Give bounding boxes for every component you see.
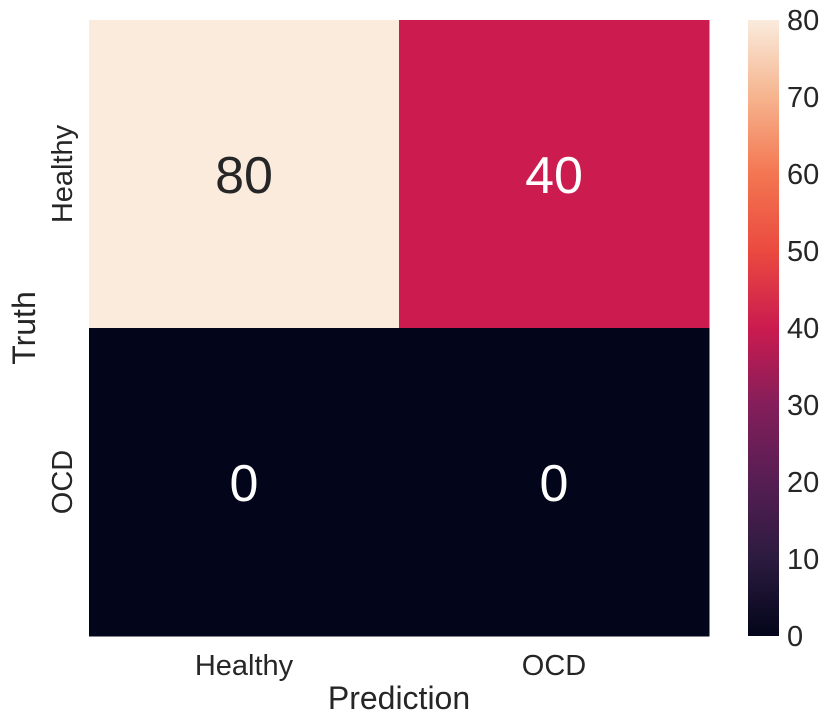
colorbar: 0 10 20 30 40 50 60 70 80 (748, 5, 819, 653)
y-tick-label: Healthy (47, 124, 79, 223)
cell-value-label: 80 (215, 147, 273, 205)
heatmap-cell-ocd-ocd (399, 328, 710, 637)
heatmap-cell-healthy-ocd (399, 20, 710, 329)
colorbar-tick-label: 10 (787, 544, 819, 576)
cell-value-label: 0 (230, 455, 259, 513)
colorbar-tick-label: 50 (787, 236, 819, 268)
cell-value-label: 0 (540, 455, 569, 513)
colorbar-tick-label: 80 (787, 5, 819, 37)
heatmap-cells (89, 20, 710, 637)
colorbar-tick-label: 30 (787, 390, 819, 422)
y-axis-label: Truth (6, 291, 42, 365)
colorbar-tick-labels: 0 10 20 30 40 50 60 70 80 (787, 5, 819, 653)
colorbar-tick-label: 0 (787, 621, 803, 653)
x-tick-label: OCD (522, 650, 586, 682)
colorbar-gradient (748, 20, 779, 636)
colorbar-tick-label: 70 (787, 82, 819, 114)
heatmap-cell-healthy-healthy (89, 20, 400, 329)
colorbar-tick-label: 40 (787, 313, 819, 345)
y-tick-label: OCD (47, 450, 79, 514)
cell-annotations: 80 40 0 0 (215, 147, 583, 513)
y-tick-labels: Healthy OCD (47, 124, 79, 514)
colorbar-tick-label: 60 (787, 159, 819, 191)
colorbar-tick-label: 20 (787, 467, 819, 499)
cell-value-label: 40 (525, 147, 583, 205)
x-tick-label: Healthy (195, 650, 294, 682)
x-axis-label: Prediction (328, 680, 470, 716)
heatmap-cell-ocd-healthy (89, 328, 400, 637)
x-tick-labels: Healthy OCD (195, 650, 586, 682)
